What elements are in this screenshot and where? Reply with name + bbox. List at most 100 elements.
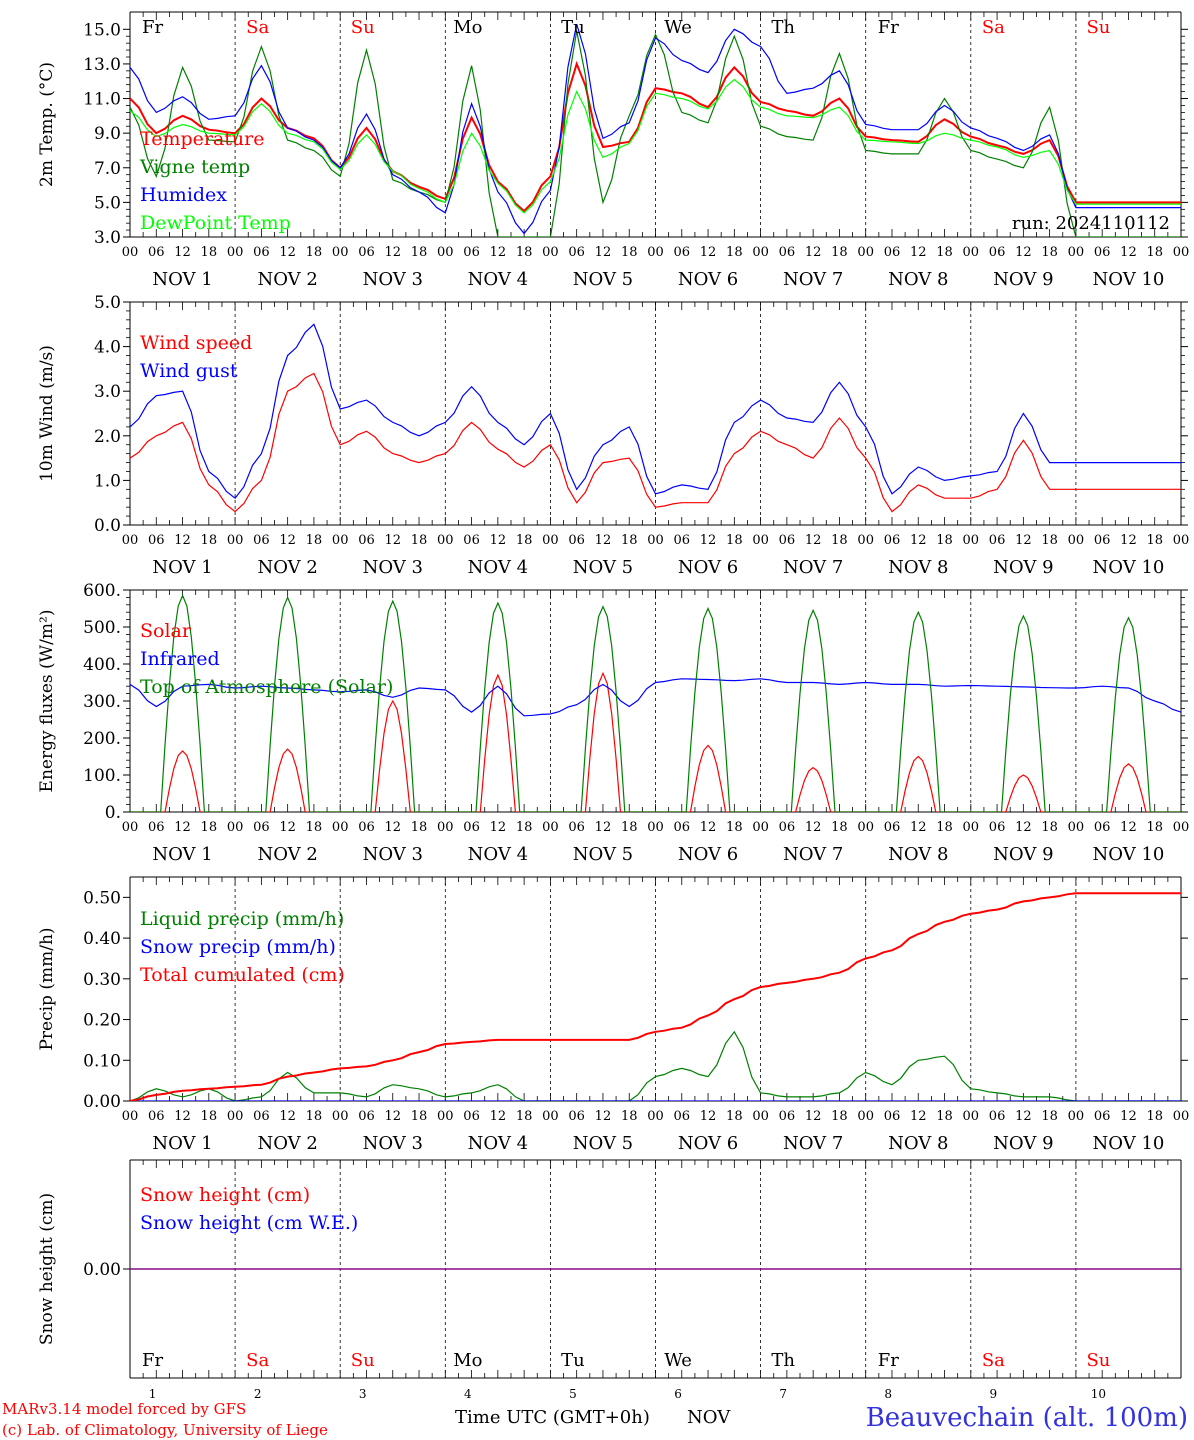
hour-tick-label: 18 — [831, 1109, 848, 1124]
hour-tick-label: 12 — [174, 245, 191, 260]
y-tick-label: 0.50 — [83, 888, 121, 908]
hour-tick-label: 06 — [989, 1109, 1006, 1124]
hour-tick-label: 18 — [621, 1109, 638, 1124]
day-name-bottom: Tu — [561, 1350, 585, 1371]
y-tick-label: 3.0 — [94, 228, 121, 248]
date-label: NOV 6 — [678, 557, 738, 578]
hour-tick-label: 00 — [227, 245, 244, 260]
date-label: NOV 2 — [257, 844, 317, 865]
legend-entry: Snow height (cm W.E.) — [140, 1212, 358, 1234]
day-name-bottom: Fr — [142, 1350, 163, 1371]
y-axis-label: 2m Temp. (°C) — [37, 62, 57, 187]
date-label: NOV 7 — [783, 844, 843, 865]
hour-tick-label: 12 — [174, 1109, 191, 1124]
date-label: NOV 6 — [678, 1133, 738, 1154]
day-name-bottom: Sa — [982, 1350, 1005, 1371]
x-labels-2: 00 06 12 18 NOV 1 00 06 12 18 NOV 2 00 06 12 18 NOV 3 0… — [122, 533, 1190, 578]
hour-tick-label: 00 — [1173, 820, 1190, 835]
hour-tick-label: 00 — [752, 533, 769, 548]
y-tick-label: 7.0 — [94, 159, 121, 179]
hour-tick-label: 00 — [752, 1109, 769, 1124]
hour-tick-label: 00 — [332, 820, 349, 835]
hour-tick-label: 06 — [884, 533, 901, 548]
hour-tick-label: 12 — [1120, 1109, 1137, 1124]
hour-tick-label: 12 — [490, 533, 507, 548]
hour-tick-label: 00 — [857, 245, 874, 260]
hour-tick-label: 18 — [201, 1109, 218, 1124]
hour-tick-label: 00 — [542, 1109, 559, 1124]
hour-tick-label: 00 — [963, 820, 980, 835]
series-line — [130, 60, 1181, 213]
hour-tick-label: 12 — [1015, 245, 1032, 260]
hour-tick-label: 18 — [936, 533, 953, 548]
day-number: 5 — [569, 1387, 577, 1401]
hour-tick-label: 06 — [989, 245, 1006, 260]
hour-tick-label: 12 — [1015, 1109, 1032, 1124]
hour-tick-label: 18 — [1146, 1109, 1163, 1124]
hour-tick-label: 12 — [910, 245, 927, 260]
hour-tick-label: 12 — [595, 533, 612, 548]
hour-tick-label: 18 — [201, 820, 218, 835]
legend-entry: Wind gust — [140, 360, 238, 382]
date-label: NOV 3 — [363, 557, 423, 578]
legend-4: Liquid precip (mm/h) Snow precip (mm/h) To… — [140, 908, 345, 986]
series-line — [130, 372, 1181, 513]
hour-tick-label: 00 — [1068, 820, 1085, 835]
y-tick-label: 500. — [83, 618, 121, 638]
date-label: NOV 6 — [678, 844, 738, 865]
legend-3: Solar Infrared Top of Atmosphere (Solar) — [140, 620, 393, 698]
hour-tick-label: 12 — [700, 820, 717, 835]
legend-entry: Snow height (cm) — [140, 1184, 310, 1206]
hour-tick-label: 18 — [411, 533, 428, 548]
hour-tick-label: 00 — [1173, 533, 1190, 548]
hour-tick-label: 00 — [1068, 1109, 1085, 1124]
day-number: 1 — [149, 1387, 157, 1401]
hour-tick-label: 00 — [122, 820, 139, 835]
hour-tick-label: 12 — [384, 533, 401, 548]
hour-tick-label: 00 — [122, 533, 139, 548]
day-name-top: Su — [1086, 17, 1110, 38]
hour-tick-label: 00 — [437, 1109, 454, 1124]
day-name-top: Fr — [142, 17, 163, 38]
y-tick-label: 0.0 — [94, 516, 121, 536]
hour-tick-label: 18 — [726, 245, 743, 260]
panel-1: 3.0 5.0 7.0 9.0 11.0 13.0 15.0 2m Temp. (°C) run… — [37, 11, 1188, 248]
date-label: NOV 10 — [1093, 844, 1165, 865]
date-label: NOV 1 — [152, 844, 212, 865]
date-label: NOV 5 — [573, 1133, 633, 1154]
hour-tick-label: 12 — [384, 1109, 401, 1124]
hour-tick-label: 18 — [306, 245, 323, 260]
hour-tick-label: 00 — [122, 1109, 139, 1124]
copyright: (c) Lab. of Climatology, University of L… — [2, 1421, 328, 1439]
hour-tick-label: 12 — [490, 245, 507, 260]
hour-tick-label: 18 — [831, 533, 848, 548]
hour-tick-label: 18 — [306, 1109, 323, 1124]
hour-tick-label: 00 — [122, 245, 139, 260]
day-number: 7 — [779, 1387, 787, 1401]
hour-tick-label: 06 — [148, 820, 165, 835]
date-label: NOV 10 — [1093, 269, 1165, 290]
day-name-top: Tu — [561, 17, 585, 38]
hour-tick-label: 00 — [542, 820, 559, 835]
legend-entry: Infrared — [140, 648, 220, 670]
hour-tick-label: 12 — [595, 1109, 612, 1124]
hour-tick-label: 00 — [857, 533, 874, 548]
hour-tick-label: 00 — [1068, 533, 1085, 548]
hour-tick-label: 18 — [831, 245, 848, 260]
y-tick-label: 5.0 — [94, 193, 121, 213]
hour-tick-label: 00 — [857, 1109, 874, 1124]
hour-tick-label: 18 — [936, 820, 953, 835]
day-name-bottom: Su — [351, 1350, 375, 1371]
hour-tick-label: 00 — [332, 1109, 349, 1124]
hour-tick-label: 00 — [437, 245, 454, 260]
hour-tick-label: 18 — [726, 533, 743, 548]
hour-tick-label: 18 — [831, 820, 848, 835]
day-name-top: Th — [771, 17, 795, 38]
series-group — [130, 323, 1181, 513]
hour-tick-label: 18 — [1041, 820, 1058, 835]
hour-tick-label: 12 — [1015, 533, 1032, 548]
legend-entry: Vigne temp — [139, 156, 250, 178]
y-axis-label: Snow height (cm) — [37, 1193, 57, 1345]
hour-tick-label: 12 — [279, 533, 296, 548]
y-tick-label: 0.00 — [83, 1260, 121, 1280]
